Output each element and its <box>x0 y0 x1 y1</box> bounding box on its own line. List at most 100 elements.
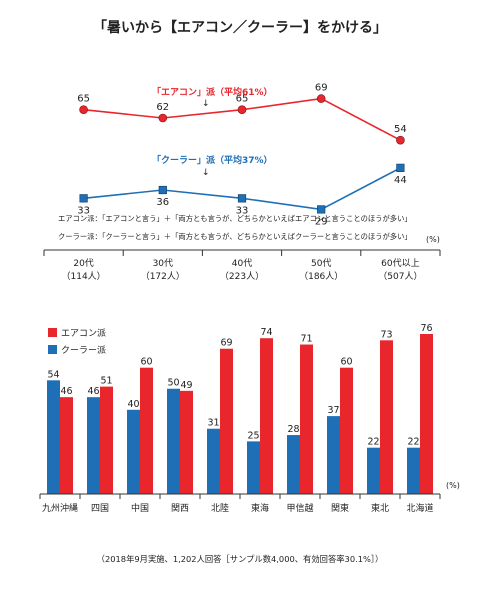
bar-aircon <box>100 386 113 494</box>
bar-aircon <box>300 344 313 494</box>
definition-note-cooler: クーラー派：「クーラーと言う」＋「両方とも言うが、どちらかといえばクーラーと言う… <box>58 232 412 241</box>
line-data-label-aircon: 62 <box>156 102 169 113</box>
line-data-label-cooler: 29 <box>315 216 328 227</box>
bar-cooler <box>367 447 380 494</box>
line-point-aircon <box>158 113 168 123</box>
bar-category-label: 関東 <box>331 502 349 514</box>
page-title: 「暑いから【エアコン／クーラー】をかける」 <box>93 19 387 36</box>
line-category-axis: 20代 （114人） 30代 （172人） 40代 （223人） 50代 （186人） 60代以… <box>43 249 441 282</box>
line-category-count: （507人） <box>378 271 422 282</box>
bar-data-label-cooler: 25 <box>247 430 259 441</box>
line-data-label-cooler: 44 <box>394 175 407 186</box>
bar-data-label-aircon: 69 <box>220 338 232 349</box>
line-point-aircon <box>316 94 326 103</box>
bar-category-label: 北陸 <box>211 502 229 514</box>
bar-category-label: 東海 <box>251 502 269 514</box>
bar-cooler <box>287 435 300 494</box>
line-point-aircon <box>79 105 88 114</box>
bar-data-label-cooler: 31 <box>207 418 219 429</box>
bar-data-label-cooler: 40 <box>127 399 139 410</box>
line-category-count: （186人） <box>299 271 343 282</box>
bar-category-label: 中国 <box>131 502 149 514</box>
legend-swatch-cooler <box>48 345 57 354</box>
line-series-group: 65 62 65 69 54 33 36 33 29 44 <box>77 83 407 228</box>
line-data-label-aircon: 65 <box>236 94 249 105</box>
bar-data-label-cooler: 28 <box>287 424 299 435</box>
bar-aircon <box>380 340 393 494</box>
bar-data-label-cooler: 37 <box>327 405 339 416</box>
bar-category-label: 甲信越 <box>286 502 313 514</box>
line-chart: 65 62 65 69 54 33 36 33 29 44 「エアコン」派（平均61%） ↓ 「ク… <box>43 83 441 282</box>
line-series-label-cooler: 「クーラー」派（平均37%） <box>152 154 273 166</box>
bar-cooler <box>47 380 60 494</box>
line-category-label: 60代以上 <box>381 258 419 269</box>
bar-cooler <box>327 416 340 494</box>
bar-data-label-cooler: 54 <box>47 369 59 380</box>
bar-category-label: 東北 <box>371 502 389 514</box>
definition-note-aircon: エアコン派：「エアコンと言う」＋「両方とも言うが、どちらかといえばエアコンと言う… <box>58 214 412 223</box>
line-category-label: 40代 <box>232 258 252 269</box>
bar-aircon <box>140 367 153 494</box>
line-data-label-cooler: 33 <box>236 205 249 216</box>
line-category-count: （114人） <box>62 271 106 282</box>
line-data-label-aircon: 65 <box>77 94 90 105</box>
bar-category-label: 関西 <box>171 503 189 514</box>
line-point-aircon <box>396 135 405 145</box>
bar-cooler <box>407 447 420 494</box>
line-unit-label: (%) <box>426 235 440 244</box>
line-series-label-aircon: 「エアコン」派（平均61%） <box>152 86 273 98</box>
legend-label-aircon: エアコン派 <box>61 328 106 339</box>
bar-cooler <box>167 388 180 494</box>
bar-data-label-cooler: 22 <box>367 437 379 448</box>
line-point-cooler <box>317 205 326 214</box>
line-point-cooler <box>396 163 405 172</box>
bar-data-label-aircon: 46 <box>60 386 72 397</box>
bar-data-label-aircon: 76 <box>420 323 432 334</box>
bar-unit-label: (%) <box>446 481 460 490</box>
bar-cooler <box>207 428 220 494</box>
line-category-label: 50代 <box>311 258 331 269</box>
bar-category-label: 北海道 <box>406 502 433 514</box>
line-series-aircon <box>83 97 401 141</box>
bar-category-label: 四国 <box>91 503 109 514</box>
line-series-arrow-cooler: ↓ <box>202 168 210 178</box>
line-series-arrow-aircon: ↓ <box>202 99 210 109</box>
bar-category-label: 九州沖縄 <box>42 502 78 514</box>
bar-data-label-aircon: 51 <box>100 376 112 387</box>
legend-label-cooler: クーラー派 <box>61 345 106 356</box>
bar-data-label-aircon: 74 <box>260 327 272 338</box>
line-series-cooler <box>83 167 401 211</box>
bar-data-label-cooler: 22 <box>407 437 419 448</box>
bar-data-label-cooler: 46 <box>87 386 99 397</box>
line-data-label-cooler: 36 <box>156 197 169 208</box>
bar-data-label-aircon: 49 <box>180 380 192 391</box>
line-point-cooler <box>237 194 247 203</box>
footnote: （2018年9月実施、1,202人回答［サンプル数4,000、有効回答率30.1… <box>97 554 384 564</box>
bar-cooler <box>127 409 140 494</box>
line-point-aircon <box>237 105 247 114</box>
bar-aircon <box>260 338 273 494</box>
line-category-count: （223人） <box>220 271 264 282</box>
bar-data-label-cooler: 50 <box>167 378 179 389</box>
bar-aircon <box>340 367 353 494</box>
legend-swatch-aircon <box>48 328 57 337</box>
bar-category-axis: 九州沖縄 四国 中国 関西 北陸 東海 甲信越 関東 東北 北海道 <box>39 493 441 514</box>
line-point-cooler <box>79 194 88 203</box>
line-category-count: （172人） <box>141 271 185 282</box>
bar-data-label-aircon: 60 <box>140 357 152 368</box>
bar-data-label-aircon: 60 <box>340 357 352 368</box>
bar-aircon <box>420 334 433 494</box>
bar-cooler <box>247 441 260 494</box>
line-category-label: 30代 <box>153 258 173 269</box>
bar-aircon <box>60 397 73 494</box>
line-category-label: 20代 <box>73 258 93 269</box>
bar-data-label-aircon: 73 <box>380 329 392 340</box>
line-point-cooler <box>158 185 167 195</box>
bar-aircon <box>180 390 193 494</box>
bar-cooler <box>87 397 100 494</box>
line-data-label-aircon: 69 <box>315 83 328 94</box>
line-data-label-cooler: 33 <box>77 205 90 216</box>
